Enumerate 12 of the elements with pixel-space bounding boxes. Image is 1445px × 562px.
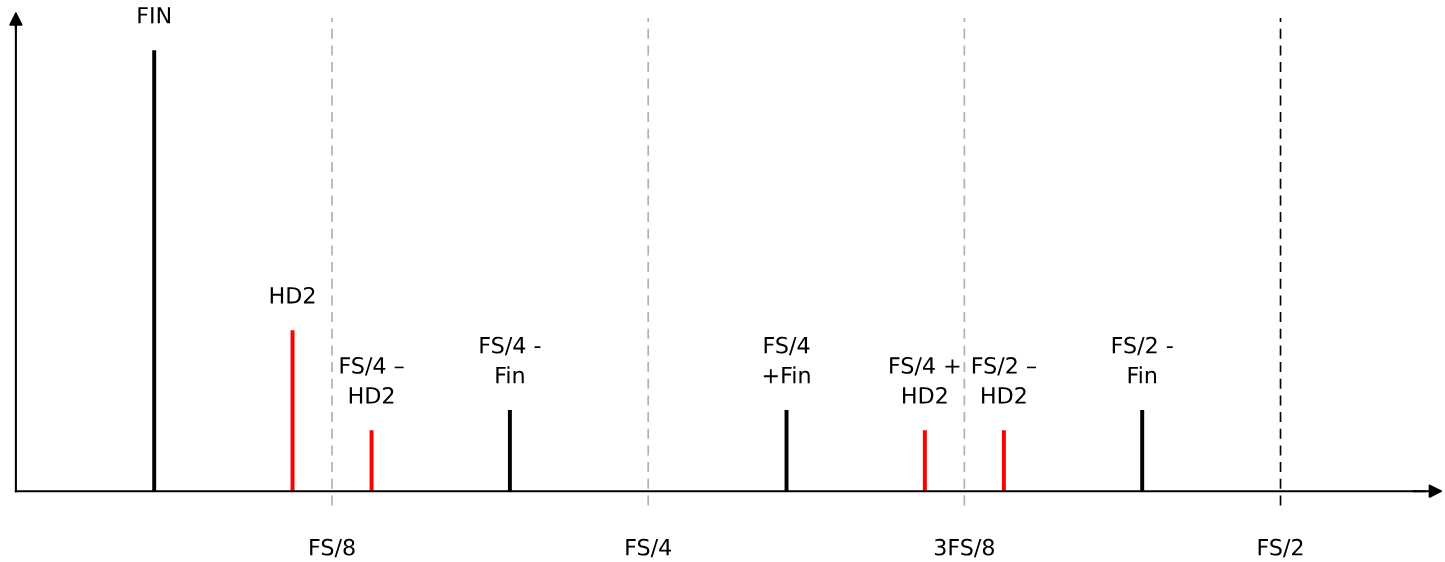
x-tick-label: 3FS/8 [934, 538, 994, 558]
series-label: FS/4 + HD2 [890, 357, 960, 404]
x-tick-label: FS/4 [626, 538, 672, 558]
series-label: FIN [138, 7, 171, 24]
x-tick-label: FS/8 [310, 538, 355, 558]
x-tick-label: FS/2 [1258, 538, 1303, 558]
series-label: HD2 [270, 286, 315, 304]
series-label: FS/2 – HD2 [972, 357, 1036, 404]
series-label: FS/2 - Fin [1112, 336, 1173, 384]
series-label: FS/4 - Fin [480, 336, 541, 384]
series-label: FS/4 – HD2 [340, 357, 404, 404]
series-label: FS/4 +Fin [763, 336, 810, 384]
